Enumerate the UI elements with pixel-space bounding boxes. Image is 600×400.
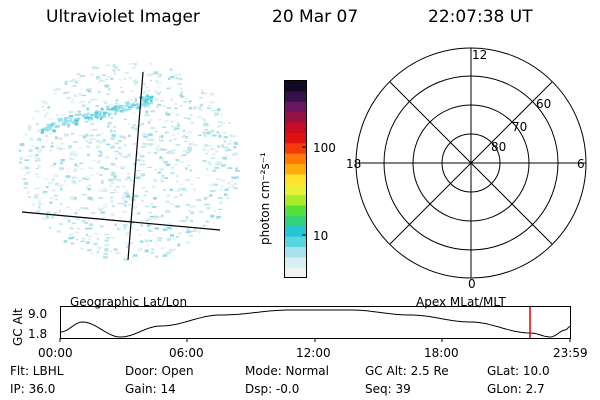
colorbar-segment	[284, 173, 307, 185]
colorbar	[284, 80, 307, 279]
info-gcalt: GC Alt: 2.5 Re	[365, 364, 449, 378]
mlt-label-18: 18	[346, 157, 362, 171]
xtick-1200: 12:00	[296, 346, 331, 360]
colorbar-segment	[284, 121, 307, 133]
mlat-label-80: 80	[491, 140, 507, 154]
info-mode: Mode: Normal	[245, 364, 329, 378]
instrument-title: Ultraviolet Imager	[46, 7, 200, 27]
colorbar-tick-10: 10	[313, 229, 329, 243]
ytick-1-8: 1.8	[28, 327, 48, 341]
mlat-label-60: 60	[536, 97, 552, 111]
colorbar-segment	[284, 111, 307, 123]
info-glon: GLon: 2.7	[487, 382, 545, 396]
xtick-0000: 00:00	[38, 346, 73, 360]
colorbar-segment	[284, 80, 307, 92]
altitude-timeline	[59, 306, 571, 342]
info-flt: Flt: LBHL	[10, 364, 64, 378]
mlat-label-70: 70	[512, 120, 528, 134]
colorbar-segment	[284, 142, 307, 154]
info-dsp: Dsp: -0.0	[245, 382, 300, 396]
ytick-9: 9.0	[28, 307, 48, 321]
info-gain: Gain: 14	[125, 382, 176, 396]
colorbar-segment	[284, 267, 307, 279]
colorbar-segment	[284, 101, 307, 113]
timeline-right-title: Apex MLat/MLT	[416, 295, 506, 309]
mlt-label-0: 0	[468, 277, 476, 291]
colorbar-segment	[284, 90, 307, 102]
info-glat: GLat: 10.0	[487, 364, 550, 378]
mlt-label-6: 6	[577, 157, 585, 171]
colorbar-segment	[284, 163, 307, 175]
colorbar-segment	[284, 236, 307, 247]
polar-plot	[355, 47, 587, 279]
colorbar-segment	[284, 132, 307, 144]
colorbar-segment	[284, 225, 307, 237]
info-ip: IP: 36.0	[10, 382, 56, 396]
xtick-2359: 23:59	[553, 346, 588, 360]
mlt-label-12: 12	[472, 48, 488, 62]
xtick-1800: 18:00	[424, 346, 459, 360]
time-label: 22:07:38 UT	[428, 7, 533, 27]
colorbar-segment	[284, 194, 307, 206]
timeline-left-title: Geographic Lat/Lon	[70, 295, 188, 309]
info-seq: Seq: 39	[365, 382, 411, 396]
colorbar-segment	[284, 184, 307, 196]
colorbar-segment	[284, 204, 307, 216]
colorbar-segment	[284, 246, 307, 258]
info-door: Door: Open	[125, 364, 194, 378]
colorbar-segment	[284, 153, 307, 165]
date-label: 20 Mar 07	[272, 7, 359, 27]
image-speckles	[18, 63, 240, 262]
geographic-parallel-line	[21, 211, 221, 231]
colorbar-segment	[284, 215, 307, 227]
xtick-0600: 06:00	[169, 346, 204, 360]
geographic-meridian-line	[127, 71, 144, 261]
colorbar-segment	[284, 256, 307, 268]
colorbar-tick-100: 100	[313, 141, 336, 155]
